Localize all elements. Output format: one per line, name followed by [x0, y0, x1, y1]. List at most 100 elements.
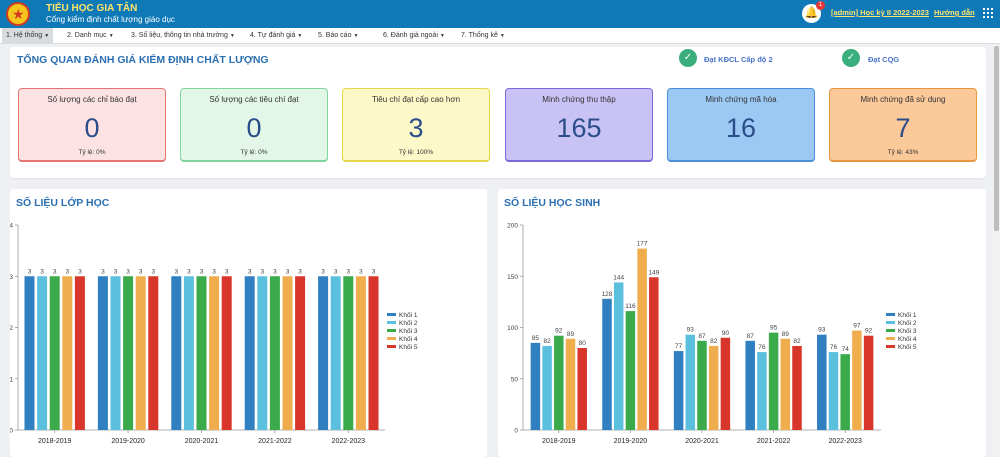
bar	[745, 340, 755, 430]
menu-he-thong[interactable]: 1. Hệ thống ▼	[2, 28, 54, 44]
stat-value: 0	[246, 113, 262, 143]
bar-value-label: 74	[842, 346, 850, 353]
stat-label: Minh chứng thu thập	[542, 95, 616, 104]
user-session-link[interactable]: [admin] Học kỳ II 2022-2023	[831, 8, 929, 17]
bar-value-label: 3	[260, 268, 264, 275]
bar	[863, 335, 874, 430]
bar	[110, 276, 121, 430]
bar-value-label: 3	[174, 268, 178, 275]
bar-value-label: 3	[200, 268, 204, 275]
bar	[368, 276, 379, 430]
bar-value-label: 3	[28, 268, 32, 275]
bar-value-label: 3	[151, 268, 155, 275]
caret-down-icon: ▼	[108, 33, 114, 39]
bar-value-label: 3	[139, 268, 143, 275]
bar	[757, 352, 767, 430]
legend-swatch	[387, 329, 396, 332]
bar-value-label: 3	[126, 268, 130, 275]
stat-card-evidence-collected[interactable]: Minh chứng thu thập 165	[505, 88, 653, 162]
legend-swatch	[387, 345, 396, 348]
bar	[817, 334, 827, 430]
check-icon: ✓	[842, 49, 860, 67]
menu-bao-cao[interactable]: 5. Báo cáo ▼	[314, 28, 362, 44]
check-icon: ✓	[679, 49, 697, 67]
bar-value-label: 93	[687, 327, 695, 334]
main-menu: 1. Hệ thống ▼ 2. Danh mục ▼ 3. Số liệu, th…	[0, 28, 1000, 44]
bar-value-label: 3	[114, 268, 118, 275]
menu-thong-ke[interactable]: 7. Thống kê ▼	[457, 28, 509, 44]
stat-card-evidence-coded[interactable]: Minh chứng mã hóa 16	[667, 88, 815, 162]
stat-value: 0	[84, 113, 100, 143]
bar-value-label: 3	[321, 268, 325, 275]
legend-label: Khối 2	[898, 318, 917, 327]
bar-value-label: 3	[273, 268, 277, 275]
y-tick-label: 1	[10, 376, 13, 383]
notification-badge: 1	[816, 1, 825, 10]
stat-label: Minh chứng đã sử dụng	[860, 95, 946, 104]
bar	[708, 345, 719, 430]
bar	[343, 276, 354, 430]
legend-swatch	[387, 321, 396, 324]
bar-value-label: 82	[793, 338, 801, 345]
menu-label: 2. Danh mục	[67, 32, 107, 39]
stat-rate: Tỷ lệ: 100%	[398, 149, 434, 156]
badge-kdcl-level[interactable]: Đạt KĐCL Cấp độ 2	[704, 55, 773, 64]
bar	[196, 276, 207, 430]
menu-danh-muc[interactable]: 2. Danh mục ▼	[63, 28, 118, 44]
bar	[697, 340, 707, 430]
legend-label: Khối 3	[898, 326, 917, 335]
stat-value: 7	[895, 113, 911, 143]
menu-so-lieu[interactable]: 3. Số liệu, thông tin nhà trường ▼	[127, 28, 239, 44]
legend-swatch	[387, 337, 396, 340]
overview-title: TỔNG QUAN ĐÁNH GIÁ KIỂM ĐỊNH CHẤT LƯỢNG	[17, 54, 269, 66]
bar	[602, 298, 612, 430]
menu-tu-danh-gia[interactable]: 4. Tự đánh giá ▼	[246, 28, 306, 44]
caret-down-icon: ▼	[229, 33, 235, 39]
stat-card-higher-level[interactable]: Tiêu chí đạt cấp cao hơn 3 Tỷ lệ: 100%	[342, 88, 490, 162]
bar	[24, 276, 35, 430]
menu-danh-gia-ngoai[interactable]: 6. Đánh giá ngoài ▼	[379, 28, 449, 44]
bar-value-label: 3	[286, 268, 290, 275]
bar-value-label: 3	[40, 268, 44, 275]
bar	[295, 276, 306, 430]
bell-icon[interactable]: 🔔 1	[802, 1, 825, 23]
stat-label: Số lượng các chỉ báo đạt	[47, 95, 137, 104]
bar-value-label: 97	[853, 323, 861, 330]
legend-swatch	[886, 329, 895, 332]
stat-rate: Tỷ lệ: 0%	[78, 149, 106, 156]
page-scrollbar[interactable]	[992, 44, 1000, 457]
scrollbar-thumb[interactable]	[994, 46, 999, 231]
legend-swatch	[886, 337, 895, 340]
stat-card-indicators[interactable]: Số lượng các chỉ báo đạt 0 Tỷ lệ: 0%	[18, 88, 166, 162]
caret-down-icon: ▼	[297, 33, 303, 39]
help-link[interactable]: Hướng dẫn	[934, 8, 975, 17]
bar-value-label: 3	[212, 268, 216, 275]
legend-swatch	[886, 321, 895, 324]
menu-label: 4. Tự đánh giá	[250, 32, 296, 39]
apps-grid-icon[interactable]	[983, 8, 993, 18]
caret-down-icon: ▼	[439, 33, 445, 39]
bar	[554, 335, 564, 430]
bar	[565, 338, 576, 430]
bar	[530, 342, 541, 430]
y-tick-label: 50	[511, 376, 519, 383]
bar-value-label: 144	[613, 274, 624, 281]
badge-cqg[interactable]: Đạt CQG	[868, 55, 900, 64]
x-tick-label: 2021-2022	[258, 438, 292, 445]
bar	[37, 276, 48, 430]
school-logo[interactable]: ★	[6, 2, 30, 26]
bar-value-label: 3	[372, 268, 376, 275]
stat-card-evidence-used[interactable]: Minh chứng đã sử dụng 7 Tỷ lệ: 43%	[829, 88, 977, 162]
bar-value-label: 128	[602, 291, 613, 298]
legend-swatch	[886, 313, 895, 316]
legend-label: Khối 1	[898, 310, 917, 319]
bar	[852, 330, 862, 430]
bar-value-label: 87	[698, 333, 706, 340]
bar	[49, 276, 60, 430]
stat-card-criteria[interactable]: Số lượng các tiêu chí đạt 0 Tỷ lệ: 0%	[180, 88, 328, 162]
y-tick-label: 200	[507, 223, 518, 230]
bar	[840, 354, 850, 430]
bar	[673, 351, 684, 430]
bar	[282, 276, 293, 430]
bar	[269, 276, 280, 430]
